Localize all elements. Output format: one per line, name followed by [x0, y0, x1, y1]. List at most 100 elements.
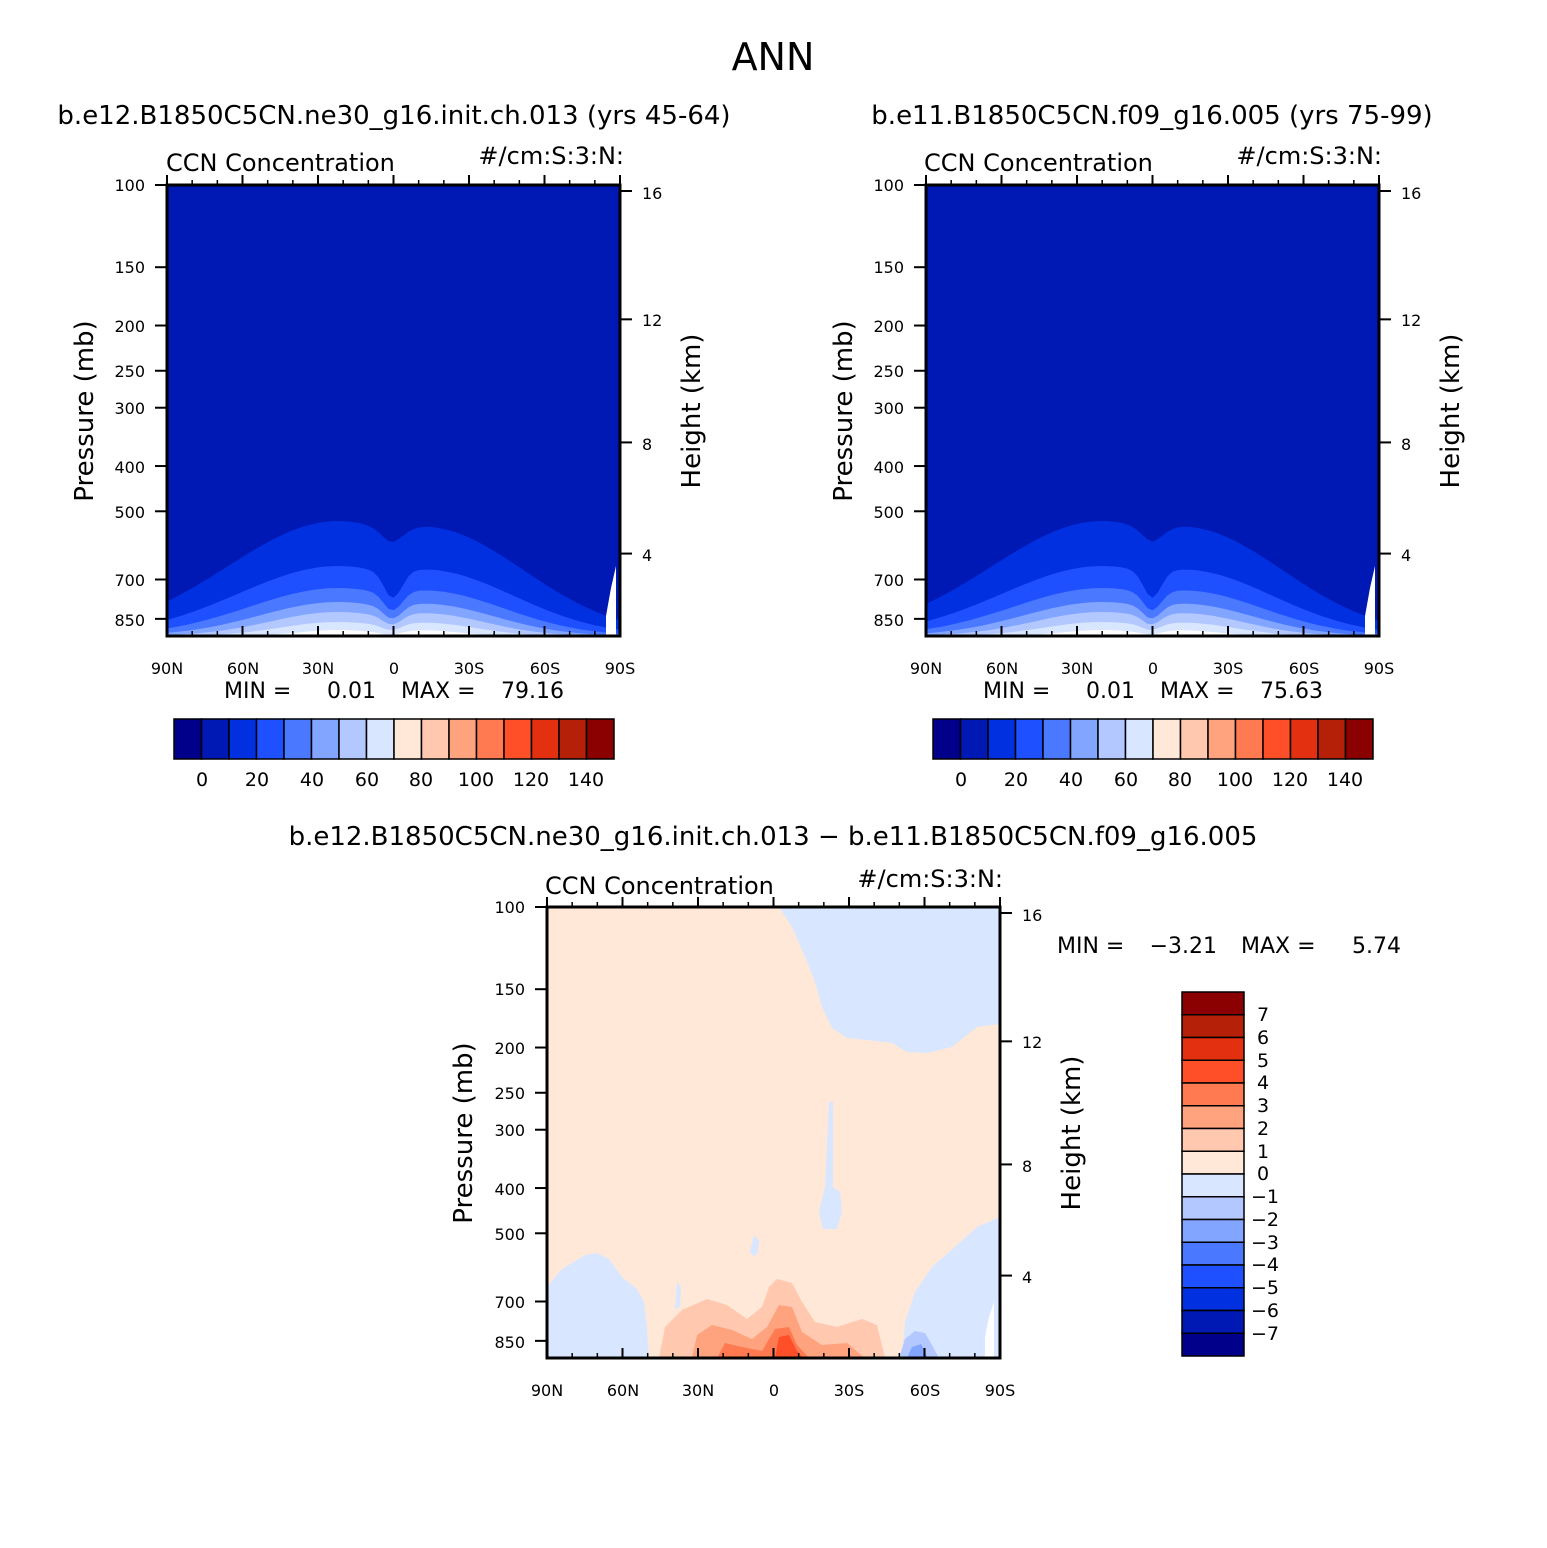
panel-3-stats: MIN = −3.21 MAX = 5.74: [1057, 934, 1401, 959]
panel-2-plot: [914, 175, 1391, 638]
negative-region: [907, 1344, 928, 1358]
colorbar-swatch: [1042, 718, 1072, 760]
panel-3-x-tick-label: 90N: [531, 1381, 563, 1400]
panel-2-y2-tick-label: 4: [1401, 546, 1411, 565]
panel-1-y-tick-label: 850: [114, 611, 145, 630]
colorbar-swatch: [1181, 991, 1245, 1016]
negative-region: [902, 1217, 1000, 1358]
panel-2-max-label: MAX =: [1160, 679, 1235, 704]
panel-1-x-tick-label: 60N: [227, 659, 259, 678]
colorbar-label: 40: [300, 769, 324, 791]
panel-1-units-label: #/cm:S:3:N:: [478, 142, 624, 170]
panel-1-title: b.e12.B1850C5CN.ne30_g16.init.ch.013 (yr…: [57, 101, 730, 131]
colorbar-swatch: [1181, 1241, 1245, 1266]
colorbar-swatch: [1181, 1150, 1245, 1175]
colorbar-label: −6: [1251, 1300, 1279, 1322]
panel-1-plot: [155, 175, 632, 638]
panel-1-x-tick-label: 30N: [302, 659, 334, 678]
panel-1-y2-tick-label: 4: [642, 546, 652, 565]
panel-2-x-tick-label: 60S: [1289, 659, 1320, 678]
colorbar-swatch: [1181, 1309, 1245, 1334]
colorbar-swatch: [1014, 718, 1044, 760]
panel-2-y-tick-label: 100: [873, 176, 904, 195]
panel-2-colorbar: [932, 718, 1374, 760]
panel-2-y-axis-title: Pressure (mb): [829, 320, 859, 501]
colorbar-swatch: [1181, 1059, 1245, 1084]
panel-1-min-value: 0.01: [327, 679, 376, 704]
panel-2-y2-axis-title: Height (km): [1436, 334, 1466, 489]
negative-region: [779, 907, 1000, 1053]
panel-2-x-tick-label: 30N: [1061, 659, 1093, 678]
panel-3-units-label: #/cm:S:3:N:: [857, 865, 1003, 893]
panel-2-y-tick-label: 850: [873, 611, 904, 630]
panel-2-min-value: 0.01: [1086, 679, 1135, 704]
panel-3-y-tick-label: 250: [494, 1084, 525, 1103]
colorbar-label: 2: [1257, 1118, 1269, 1140]
panel-3-field-label: CCN Concentration: [545, 872, 774, 900]
panel-2-x-tick-label: 90N: [910, 659, 942, 678]
panel-3-x-tick-label: 60S: [910, 1381, 941, 1400]
panel-3-y-tick-label: 100: [494, 898, 525, 917]
colorbar-swatch: [1181, 1036, 1245, 1061]
panel-1-contours: [167, 185, 620, 636]
colorbar-swatch: [283, 718, 313, 760]
panel-1-max-label: MAX =: [401, 679, 476, 704]
colorbar-swatch: [558, 718, 588, 760]
panel-2-y-tick-label: 200: [873, 317, 904, 336]
colorbar-label: −7: [1251, 1323, 1279, 1345]
panel-1-y-tick-label: 150: [114, 258, 145, 277]
panel-3-y2-tick-label: 8: [1022, 1157, 1032, 1176]
panel-2-y-tick-label: 700: [873, 571, 904, 590]
panel-3-max-value: 5.74: [1352, 934, 1401, 959]
colorbar-swatch: [1181, 1264, 1245, 1289]
colorbar-swatch: [530, 718, 560, 760]
colorbar-swatch: [1289, 718, 1319, 760]
colorbar-label: 4: [1257, 1072, 1269, 1094]
panel-3-y-tick-label: 500: [494, 1225, 525, 1244]
panel-3-y2-tick-label: 16: [1022, 906, 1042, 925]
colorbar-label: 0: [1257, 1163, 1269, 1185]
panel-3-y2-axis-title: Height (km): [1057, 1056, 1087, 1211]
colorbar-swatch: [475, 718, 505, 760]
colorbar-swatch: [310, 718, 340, 760]
panel-1-stats: MIN = 0.01 MAX = 79.16: [224, 679, 564, 704]
panel-1-colorbar: [173, 718, 615, 760]
panel-2-min-label: MIN =: [983, 679, 1050, 704]
panel-1-y-tick-label: 250: [114, 362, 145, 381]
colorbar-swatch: [1181, 1196, 1245, 1221]
panel-1-y2-tick-label: 8: [642, 435, 652, 454]
missing-data: [606, 566, 616, 636]
colorbar-swatch: [173, 718, 203, 760]
panel-2-stats: MIN = 0.01 MAX = 75.63: [983, 679, 1323, 704]
panel-2-y-tick-label: 500: [873, 503, 904, 522]
colorbar-label: 100: [1217, 769, 1253, 791]
panel-2-field-label: CCN Concentration: [924, 149, 1153, 177]
colorbar-swatch: [338, 718, 368, 760]
panel-2-y-tick-label: 150: [873, 258, 904, 277]
missing-data: [985, 1302, 994, 1358]
panel-1-min-label: MIN =: [224, 679, 291, 704]
colorbar-label: 0: [196, 769, 208, 791]
colorbar-swatch: [1181, 1332, 1245, 1357]
colorbar-label: −1: [1251, 1186, 1279, 1208]
panel-1-x-tick-label: 0: [389, 659, 399, 678]
panel-2-x-tick-label: 30S: [1213, 659, 1244, 678]
colorbar-label: 100: [458, 769, 494, 791]
panel-1-y-tick-label: 500: [114, 503, 145, 522]
panel-1-x-tick-label: 90N: [151, 659, 183, 678]
negative-region: [899, 1331, 939, 1358]
colorbar-swatch: [255, 718, 285, 760]
colorbar-label: 20: [245, 769, 269, 791]
negative-region: [675, 1282, 681, 1309]
panel-2-x-tick-label: 0: [1148, 659, 1158, 678]
colorbar-label: 1: [1257, 1141, 1269, 1163]
panel-1-axes: [155, 175, 632, 636]
colorbar-swatch: [1181, 1082, 1245, 1107]
colorbar-swatch: [1152, 718, 1182, 760]
panel-difference: b.e12.B1850C5CN.ne30_g16.init.ch.013 − b…: [289, 822, 1401, 1400]
colorbar-label: 120: [513, 769, 549, 791]
colorbar-label: −5: [1251, 1277, 1279, 1299]
panel-3-min-label: MIN =: [1057, 934, 1124, 959]
panel-1-frame: [165, 183, 622, 638]
panel-1-y2-axis-title: Height (km): [677, 334, 707, 489]
